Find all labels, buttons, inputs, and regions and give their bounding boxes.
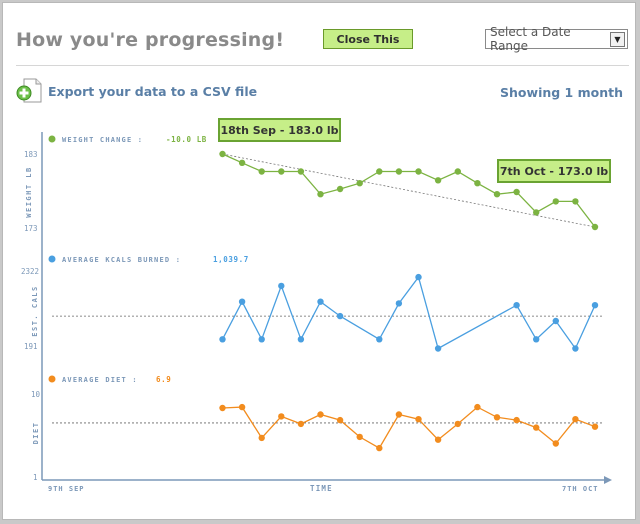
kcals-data-point[interactable] xyxy=(572,345,579,352)
kcals-data-point[interactable] xyxy=(278,282,285,290)
weight-data-point[interactable] xyxy=(219,150,226,158)
kcals-data-point[interactable] xyxy=(552,317,559,325)
add-file-icon xyxy=(16,77,42,105)
weight-data-point[interactable] xyxy=(552,198,559,205)
weight-series-line xyxy=(222,153,596,228)
weight-data-point[interactable] xyxy=(336,185,344,193)
x-start-label: 9TH SEP xyxy=(48,485,85,493)
weight-start-callout: 18th Sep - 183.0 lb xyxy=(218,118,341,142)
diet-legend-label: AVERAGE DIET : xyxy=(62,376,138,384)
kcals-data-point[interactable] xyxy=(297,336,305,343)
weight-y-top-label: 183 xyxy=(24,150,38,159)
weight-data-point[interactable] xyxy=(238,159,246,166)
date-range-select[interactable]: Select a Date Range ▼ xyxy=(485,25,628,53)
weight-data-point[interactable] xyxy=(297,168,305,175)
weight-data-point[interactable] xyxy=(454,168,461,175)
kcals-legend-value: 1,039.7 xyxy=(213,255,249,264)
kcals-data-point[interactable] xyxy=(533,336,540,343)
diet-data-point[interactable] xyxy=(572,416,579,423)
diet-y-bottom-label: 1 xyxy=(33,473,38,482)
kcals-data-point[interactable] xyxy=(513,302,520,309)
diet-data-point[interactable] xyxy=(297,420,305,428)
weight-data-point[interactable] xyxy=(395,168,403,175)
diet-data-point[interactable] xyxy=(356,433,363,441)
export-csv-label: Export your data to a CSV file xyxy=(48,83,258,99)
weight-trend-line xyxy=(222,153,596,228)
divider xyxy=(16,65,629,66)
kcals-data-point[interactable] xyxy=(591,302,599,309)
weight-data-point[interactable] xyxy=(513,188,520,196)
x-end-label: 7TH OCT xyxy=(562,485,599,493)
date-range-select-label: Select a Date Range xyxy=(490,25,571,53)
kcals-data-point[interactable] xyxy=(238,298,246,305)
weight-data-point[interactable] xyxy=(474,180,481,187)
kcals-data-point[interactable] xyxy=(376,336,383,343)
diet-data-point[interactable] xyxy=(454,420,461,428)
kcals-y-top-label: 2322 xyxy=(21,267,39,276)
diet-series-line xyxy=(222,406,596,449)
diet-legend-dot xyxy=(48,375,56,383)
weight-legend-value: -10.0 LB xyxy=(166,135,207,144)
diet-data-point[interactable] xyxy=(513,416,520,424)
page-title: How you're progressing! xyxy=(16,29,285,51)
x-axis-title: TIME xyxy=(310,484,333,493)
diet-data-point[interactable] xyxy=(591,423,599,430)
weight-y-bottom-label: 173 xyxy=(24,224,38,233)
export-csv-link[interactable]: Export your data to a CSV file xyxy=(16,77,257,105)
weight-data-point[interactable] xyxy=(356,180,363,187)
kcals-data-point[interactable] xyxy=(317,298,324,305)
weight-data-point[interactable] xyxy=(317,191,324,198)
weight-data-point[interactable] xyxy=(278,168,285,175)
diet-data-point[interactable] xyxy=(474,403,481,411)
weight-end-callout: 7th Oct - 173.0 lb xyxy=(497,159,611,183)
diet-data-point[interactable] xyxy=(278,413,285,420)
diet-data-point[interactable] xyxy=(238,403,246,411)
kcals-legend-label: AVERAGE KCALS BURNED : xyxy=(62,256,181,264)
kcals-series-line xyxy=(221,275,596,350)
weight-data-point[interactable] xyxy=(533,209,540,216)
kcals-data-point[interactable] xyxy=(219,336,226,343)
weight-data-point[interactable] xyxy=(415,168,422,175)
progress-panel: How you're progressing! Close This Selec… xyxy=(2,2,636,520)
weight-legend-label: WEIGHT CHANGE : xyxy=(62,136,143,144)
weight-data-point[interactable] xyxy=(493,191,501,198)
diet-data-point[interactable] xyxy=(336,416,344,424)
weight-y-axis-title: WEIGHT LB xyxy=(25,166,33,217)
weight-data-point[interactable] xyxy=(591,223,599,231)
weight-data-point[interactable] xyxy=(434,177,442,184)
diet-data-point[interactable] xyxy=(258,434,265,442)
kcals-y-bottom-label: 191 xyxy=(24,342,38,351)
weight-data-point[interactable] xyxy=(376,168,383,175)
diet-data-point[interactable] xyxy=(533,424,540,431)
kcals-legend-dot xyxy=(48,255,56,263)
diet-data-point[interactable] xyxy=(395,411,403,418)
weight-points xyxy=(219,150,599,231)
diet-data-point[interactable] xyxy=(376,444,383,452)
weight-legend-dot xyxy=(48,135,56,143)
kcals-data-point[interactable] xyxy=(258,336,265,343)
diet-data-point[interactable] xyxy=(219,404,226,412)
chevron-down-icon[interactable]: ▼ xyxy=(610,31,625,47)
diet-legend-value: 6.9 xyxy=(156,375,171,384)
diet-points xyxy=(219,403,599,452)
kcals-data-point[interactable] xyxy=(336,312,344,320)
kcals-y-axis-title: EST. CALS xyxy=(31,285,39,336)
diet-y-axis-title: DIET xyxy=(32,422,40,445)
showing-range-label: Showing 1 month xyxy=(500,85,623,100)
diet-data-point[interactable] xyxy=(317,411,324,418)
diet-y-top-label: 10 xyxy=(31,390,41,399)
weight-data-point[interactable] xyxy=(572,198,579,205)
diet-data-point[interactable] xyxy=(493,414,501,421)
close-button[interactable]: Close This xyxy=(323,29,413,49)
kcals-data-point[interactable] xyxy=(415,273,422,281)
diet-data-point[interactable] xyxy=(415,416,422,423)
diet-data-point[interactable] xyxy=(552,440,559,447)
kcals-data-point[interactable] xyxy=(434,345,442,352)
diet-data-point[interactable] xyxy=(434,436,442,443)
weight-data-point[interactable] xyxy=(258,168,265,175)
kcals-points xyxy=(219,273,599,352)
x-axis-arrow-icon xyxy=(604,476,612,484)
kcals-data-point[interactable] xyxy=(395,300,403,307)
